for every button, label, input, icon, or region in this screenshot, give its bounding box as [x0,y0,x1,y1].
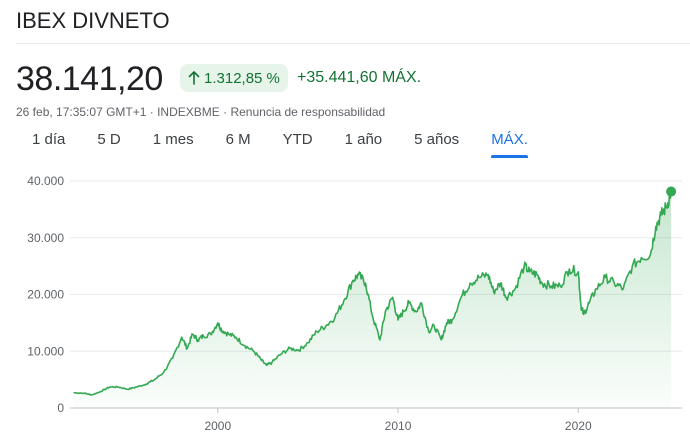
quote-timestamp: 26 feb, 17:35:07 GMT+1 [16,105,147,119]
y-tick-label: 0 [57,401,64,415]
y-tick-label: 30.000 [27,231,64,245]
meta-separator: · [219,105,231,119]
y-tick-label: 40.000 [27,174,64,188]
tab-ytd[interactable]: YTD [282,131,313,148]
series-area [73,191,672,408]
tab-1-ano[interactable]: 1 año [344,131,383,148]
meta-separator: · [146,105,158,119]
disclaimer-link[interactable]: Renuncia de responsabilidad [230,105,386,119]
tab-max[interactable]: MÁX. [475,130,544,158]
tab-5-d[interactable]: 5 D [97,131,121,148]
quote-source: INDEXBME [157,105,220,119]
change-percent-value: 1.312,85 % [204,69,280,87]
x-tick-label: 2010 [385,419,412,433]
y-tick-label: 10.000 [27,344,64,358]
tab-6-m[interactable]: 6 M [225,131,251,148]
index-title: IBEX DIVNETO [16,8,170,33]
change-percent-badge: 1.312,85 % [180,64,288,92]
tab-5-anos[interactable]: 5 años [414,131,460,148]
latest-value-dot[interactable] [666,186,677,197]
series-line[interactable] [73,191,672,396]
tab-1-mes[interactable]: 1 mes [152,131,194,148]
price-chart[interactable]: 0 10.000 20.000 30.000 40.000 2000 2010 2020 [0,165,690,438]
time-range-tabs: 1 día 5 D 1 mes 6 M YTD 1 año 5 años MÁX… [16,130,544,160]
y-tick-label: 20.000 [27,288,64,302]
x-tick-label: 2020 [565,419,592,433]
tab-1-dia[interactable]: 1 día [32,131,66,148]
quote-meta: 26 feb, 17:35:07 GMT+1 · INDEXBME · Renu… [16,105,385,119]
current-price: 38.141,20 [16,60,163,98]
x-tick-label: 2000 [204,419,231,433]
change-max-value: +35.441,60 MÁX. [297,69,422,86]
arrow-up-icon [188,71,200,85]
header-divider [16,43,690,44]
